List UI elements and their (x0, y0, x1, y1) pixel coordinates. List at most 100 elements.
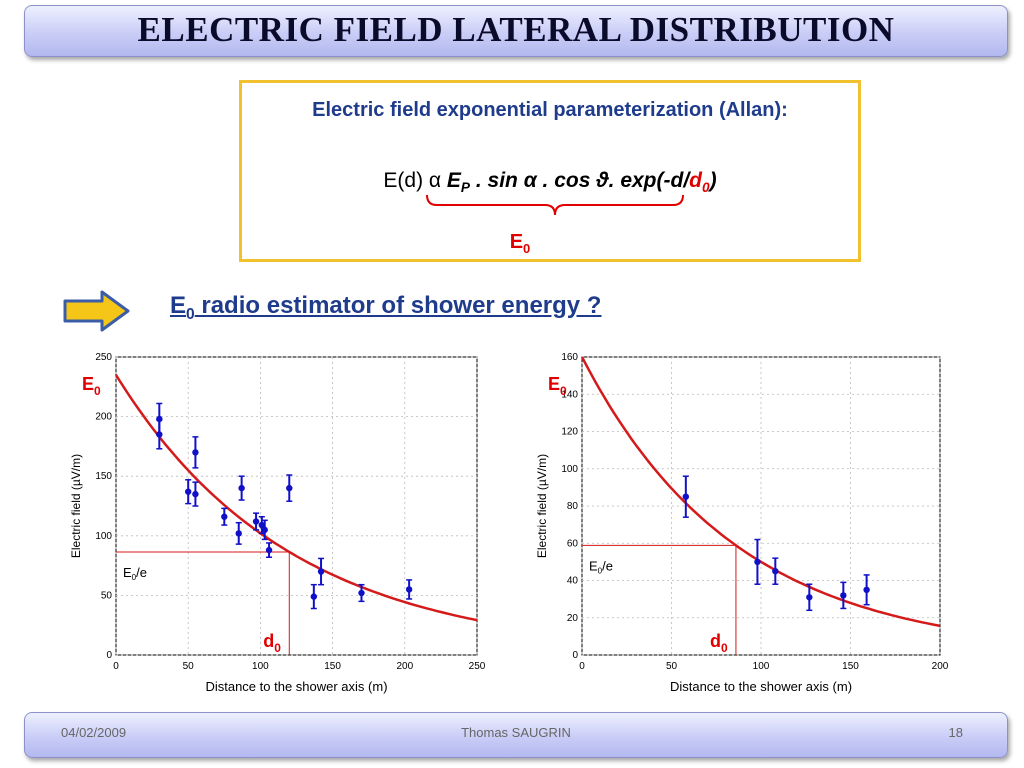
formula-heading: Electric field exponential parameterizat… (312, 99, 788, 121)
title-bar: ELECTRIC FIELD LATERAL DISTRIBUTION (24, 5, 1008, 57)
data-point (317, 557, 325, 586)
x-tick-label: 100 (753, 661, 770, 672)
formula-box: Electric field exponential parameterizat… (239, 80, 861, 262)
data-marker (682, 493, 690, 500)
brace-label: E0 (509, 231, 531, 256)
d0-annotation: d0 (710, 631, 728, 655)
y-tick-label: 150 (95, 471, 112, 482)
fit-curve (114, 374, 478, 622)
y-tick-label: 80 (567, 501, 579, 512)
data-marker (252, 518, 260, 525)
x-tick-label: 150 (842, 661, 859, 672)
y-tick-label: 0 (572, 650, 578, 661)
right-arrow-icon (63, 290, 130, 332)
data-marker (221, 513, 228, 520)
d0-annotation: d0 (263, 631, 281, 655)
brace-icon (426, 194, 684, 216)
y-tick-label: 250 (95, 352, 112, 363)
y-tick-label: 140 (561, 389, 578, 400)
x-axis-label: Distance to the shower axis (m) (205, 679, 387, 694)
data-point (185, 479, 192, 505)
data-marker (863, 586, 870, 594)
data-point (358, 583, 365, 603)
x-tick-label: 50 (183, 661, 195, 672)
chart-right: 0 50 100 150 200 0 20 40 60 80 100 120 140 160 Distanc… (535, 352, 949, 694)
data-marker (156, 431, 163, 438)
footer-author: Thomas SAUGRIN (461, 725, 571, 740)
data-point (754, 538, 761, 585)
data-point (235, 521, 242, 545)
x-tick-label: 200 (396, 661, 413, 672)
slide-title: ELECTRIC FIELD LATERAL DISTRIBUTION (137, 10, 895, 49)
data-point (238, 475, 245, 501)
e0-over-e-label: E0/e (589, 558, 613, 575)
formula-prefix: E(d) α (383, 169, 447, 192)
data-point (840, 581, 847, 610)
formula-suffix: ) (709, 169, 717, 192)
chart-left: 0 50 100 150 200 250 0 50 100 150 200 250 Distance t… (69, 352, 486, 694)
data-marker (235, 530, 242, 537)
y-tick-label: 160 (561, 352, 578, 363)
y-axis-label: Electric field (µV/m) (535, 454, 549, 558)
y-tick-label: 40 (567, 576, 579, 587)
data-marker (358, 589, 365, 597)
data-point (310, 583, 318, 610)
y-tick-label: 100 (95, 531, 112, 542)
data-marker (772, 567, 779, 575)
data-marker (806, 594, 813, 601)
formula-middle: . sin α . cos ϑ. exp(-d/ (470, 169, 690, 192)
e0-over-e-label: E0/e (123, 565, 147, 582)
data-marker (258, 521, 266, 529)
data-point (286, 474, 293, 502)
e0-annotation: E0 (82, 374, 101, 398)
x-tick-label: 150 (324, 661, 341, 672)
data-point (863, 574, 870, 606)
page-number: 18 (948, 725, 963, 740)
data-point (156, 419, 163, 450)
footer-date: 04/02/2009 (61, 725, 127, 740)
y-axis-label: Electric field (µV/m) (69, 454, 83, 558)
data-marker (310, 593, 318, 600)
data-marker (405, 586, 413, 593)
y-tick-label: 100 (561, 464, 578, 475)
y-tick-label: 20 (567, 613, 579, 624)
data-marker (840, 592, 847, 599)
x-tick-label: 0 (113, 661, 119, 672)
data-point (772, 557, 779, 585)
formula-line: E(d) α EP . sin α . cos ϑ. exp(-d/d0) (242, 169, 858, 195)
x-tick-label: 200 (932, 661, 949, 672)
y-tick-label: 0 (106, 650, 112, 661)
data-point (405, 579, 413, 600)
plot-frame (581, 356, 941, 656)
data-point (221, 507, 228, 526)
y-tick-label: 200 (95, 412, 112, 423)
data-marker (265, 546, 273, 554)
formula-ep: EP (446, 169, 471, 196)
data-marker (317, 568, 325, 575)
question-text: E0 radio estimator of shower energy ? (170, 292, 602, 323)
x-axis-label: Distance to the shower axis (m) (670, 679, 852, 694)
footer-bar: 04/02/2009 Thomas SAUGRIN 18 (24, 712, 1008, 758)
data-point (252, 512, 260, 531)
data-marker (286, 484, 293, 492)
data-point (806, 583, 813, 612)
formula-d0: d0 (689, 169, 710, 196)
data-marker (754, 558, 761, 566)
x-tick-label: 0 (579, 661, 585, 672)
data-point (265, 542, 273, 559)
data-marker (261, 526, 268, 534)
data-point (261, 519, 268, 541)
data-point (682, 475, 690, 518)
fit-curve (580, 356, 941, 628)
y-tick-label: 50 (101, 590, 113, 601)
data-marker (238, 484, 245, 492)
x-tick-label: 250 (469, 661, 486, 672)
y-tick-label: 120 (561, 427, 578, 438)
plot-frame (115, 356, 478, 656)
e0-annotation: E0 (548, 374, 567, 398)
x-tick-label: 50 (666, 661, 678, 672)
data-marker (192, 449, 199, 456)
data-marker (192, 490, 199, 498)
data-marker (185, 488, 192, 495)
x-tick-label: 100 (252, 661, 269, 672)
